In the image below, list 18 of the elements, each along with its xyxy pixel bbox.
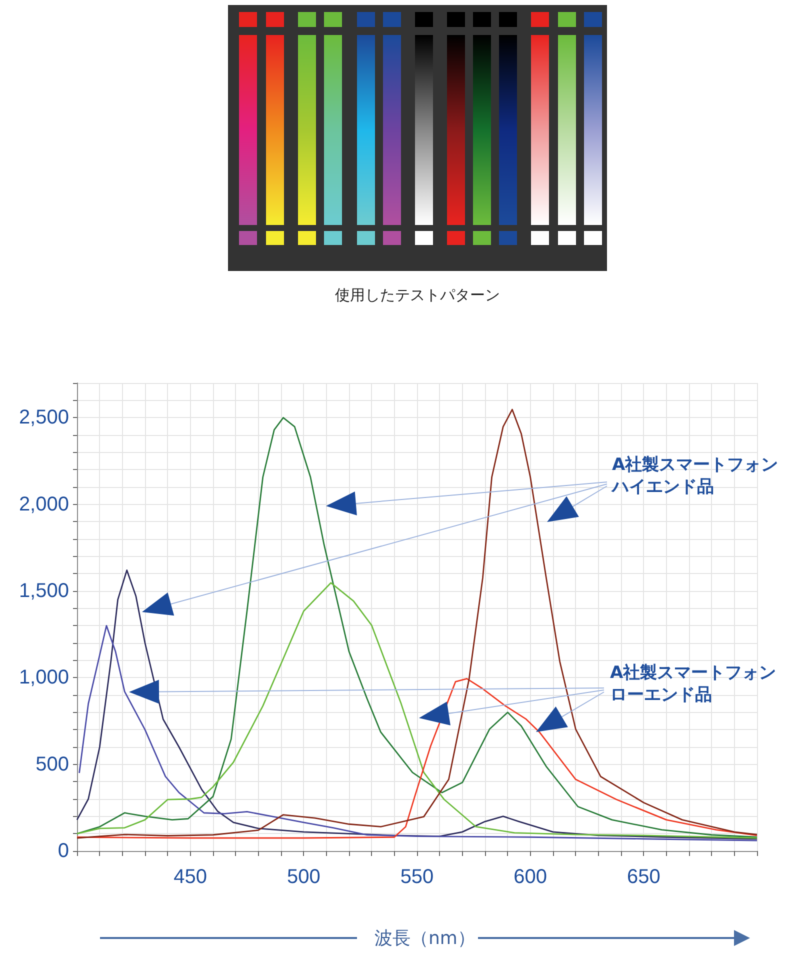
x-tick-label: 650: [626, 866, 660, 888]
annotation: ハイエンド品: [612, 477, 714, 498]
annotation: A社製スマートフォン: [610, 663, 776, 684]
x-axis-title: 波長（nm）: [374, 927, 476, 950]
x-tick-label: 500: [286, 866, 320, 888]
y-tick-label: 1,500: [18, 580, 69, 602]
x-tick-label: 450: [174, 866, 208, 888]
y-tick-label: 2,500: [18, 406, 69, 429]
annotation: A社製スマートフォン: [612, 455, 778, 476]
y-tick-label: 500: [36, 753, 69, 776]
x-tick-label: 600: [514, 866, 548, 888]
text: 使用したテストパターン: [334, 286, 501, 305]
line-series: [78, 624, 758, 842]
x-tick-label: 550: [400, 866, 434, 888]
annotation: ローエンド品: [610, 685, 712, 706]
y-tick-label: 2,000: [18, 493, 69, 516]
y-tick-label: 0: [58, 840, 69, 862]
y-tick-label: 1,000: [18, 666, 69, 689]
